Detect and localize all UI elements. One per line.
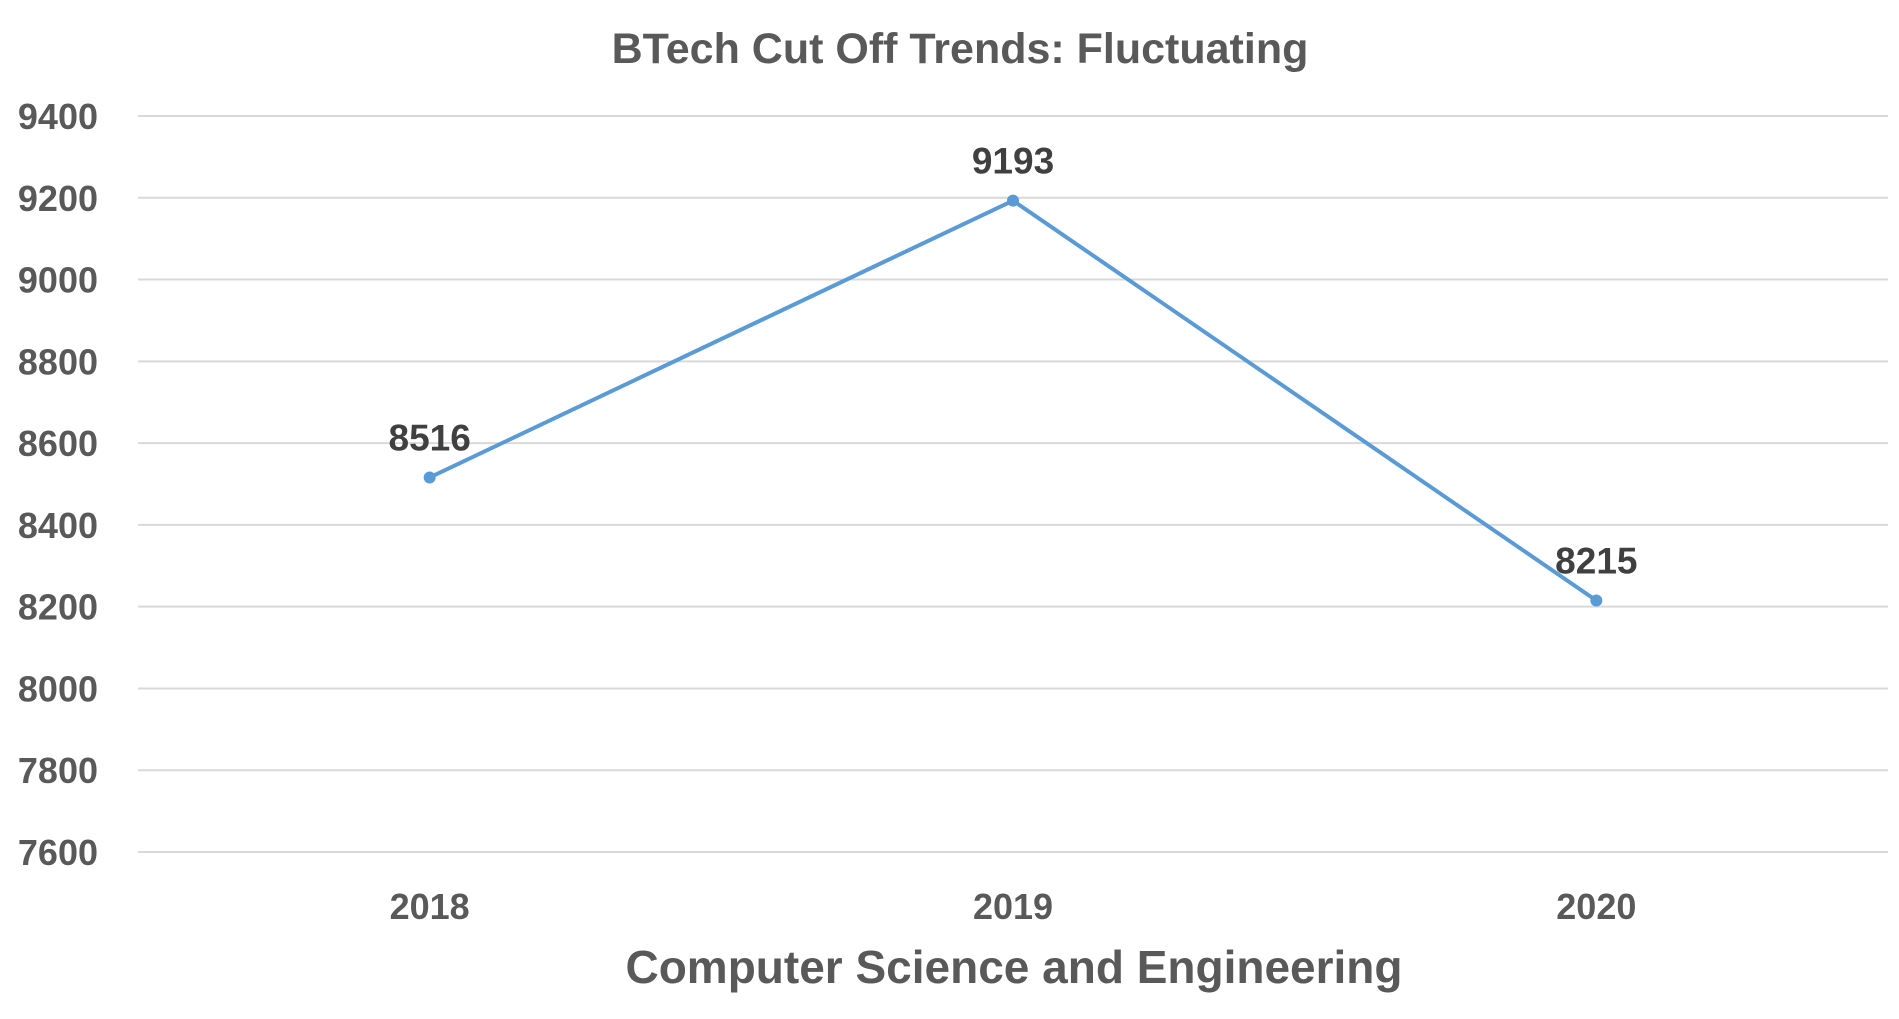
y-tick-label: 9400 xyxy=(18,96,98,137)
y-axis-ticks: 7600 7800 8000 8200 8400 8600 8800 9000 9200 9400 xyxy=(18,96,98,873)
y-tick-label: 8800 xyxy=(18,341,98,382)
series-line xyxy=(428,198,1598,603)
x-tick-label: 2020 xyxy=(1556,886,1636,927)
y-tick-label: 7800 xyxy=(18,750,98,791)
data-label: 9193 xyxy=(972,141,1054,182)
y-tick-label: 7600 xyxy=(18,832,98,873)
gridlines xyxy=(138,115,1888,853)
data-label: 8215 xyxy=(1555,541,1637,582)
y-tick-label: 8400 xyxy=(18,505,98,546)
data-point xyxy=(1007,194,1019,207)
y-tick-label: 9000 xyxy=(18,260,98,301)
data-point xyxy=(1590,594,1603,607)
series-layer xyxy=(423,194,1603,607)
data-label: 8516 xyxy=(389,417,471,458)
y-tick-label: 8000 xyxy=(18,668,98,709)
data-point xyxy=(423,471,436,484)
x-tick-label: 2019 xyxy=(973,886,1053,927)
x-axis-title: Computer Science and Engineering xyxy=(625,941,1402,993)
chart-title: BTech Cut Off Trends: Fluctuating xyxy=(612,25,1309,73)
y-tick-label: 9200 xyxy=(18,178,98,219)
x-axis-ticks: 2018 2019 2020 xyxy=(390,886,1637,927)
x-tick-label: 2018 xyxy=(390,886,470,927)
y-tick-label: 8200 xyxy=(18,587,98,628)
y-tick-label: 8600 xyxy=(18,423,98,464)
data-labels: 8516 9193 8215 xyxy=(389,141,1638,582)
